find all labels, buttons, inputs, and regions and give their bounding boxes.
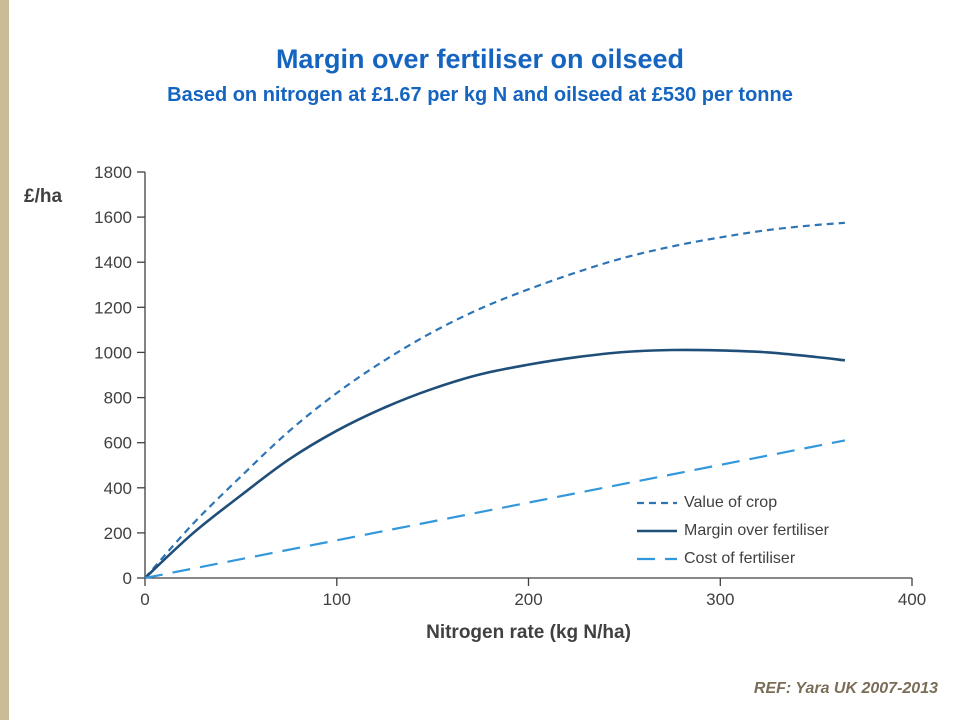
legend-item: Cost of fertiliser bbox=[636, 548, 829, 570]
x-tick-label: 200 bbox=[514, 590, 542, 609]
y-tick-label: 400 bbox=[104, 479, 132, 498]
x-tick-label: 300 bbox=[706, 590, 734, 609]
x-tick-label: 0 bbox=[140, 590, 149, 609]
series-margin-over-fertiliser bbox=[144, 348, 846, 579]
series-cost-of-fertiliser bbox=[144, 439, 846, 580]
y-tick-label: 600 bbox=[104, 434, 132, 453]
legend-item: Value of crop bbox=[636, 492, 829, 514]
x-tick-label: 400 bbox=[898, 590, 926, 609]
chart-subtitle: Based on nitrogen at £1.67 per kg N and … bbox=[167, 84, 793, 106]
y-tick-label: 0 bbox=[123, 569, 132, 588]
x-axis-title: Nitrogen rate (kg N/ha) bbox=[426, 622, 631, 643]
chart-title: Margin over fertiliser on oilseed bbox=[275, 44, 685, 74]
legend-label: Value of crop bbox=[684, 494, 778, 511]
legend-line-sample bbox=[637, 557, 677, 561]
legend-line-sample bbox=[637, 501, 677, 505]
y-tick-label: 800 bbox=[104, 389, 132, 408]
legend-item: Margin over fertiliser bbox=[636, 520, 829, 542]
left-border-strip bbox=[0, 0, 9, 720]
x-tick-label: 100 bbox=[323, 590, 351, 609]
y-tick-label: 1600 bbox=[94, 208, 132, 227]
reference-note: REF: Yara UK 2007-2013 bbox=[753, 680, 938, 697]
y-axis-unit-label: £/ha bbox=[24, 186, 63, 207]
y-tick-label: 1200 bbox=[94, 298, 132, 317]
legend-label: Margin over fertiliser bbox=[684, 522, 829, 539]
legend-label: Cost of fertiliser bbox=[684, 550, 796, 567]
y-tick-label: 1400 bbox=[94, 253, 132, 272]
y-tick-label: 1800 bbox=[94, 163, 132, 182]
legend-line-sample bbox=[637, 529, 677, 533]
series-value-of-crop bbox=[144, 221, 845, 579]
y-tick-label: 1000 bbox=[94, 343, 132, 362]
legend: Value of crop Margin over fertiliser Cost … bbox=[636, 492, 829, 570]
y-tick-label: 200 bbox=[104, 524, 132, 543]
